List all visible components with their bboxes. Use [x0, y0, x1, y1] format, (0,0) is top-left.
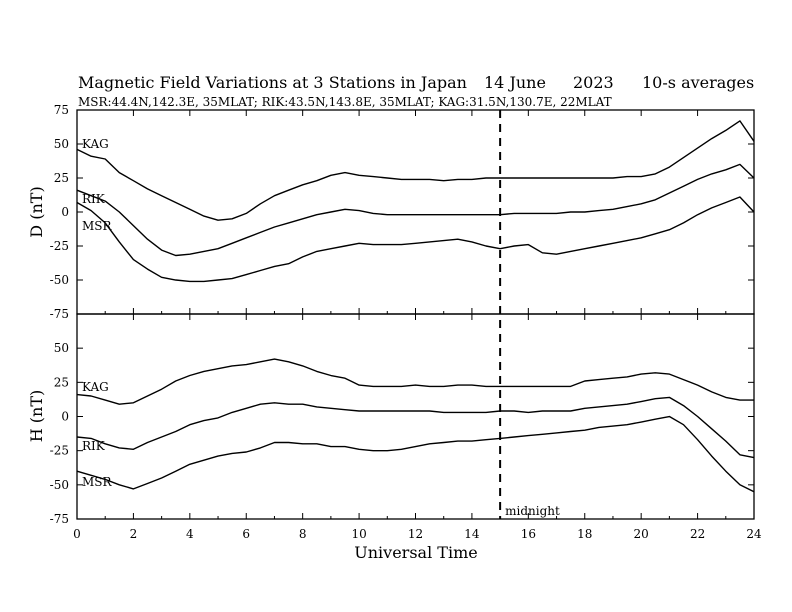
- top-series-msr: [76, 196, 755, 283]
- bottom-y-tick-label: -25: [50, 444, 69, 458]
- top-y-tick-label: -25: [50, 239, 69, 253]
- bottom-y-tick-label: -75: [50, 512, 69, 526]
- top-label-kag: KAG: [82, 137, 109, 151]
- x-tick-label: 14: [464, 527, 480, 541]
- chart-title: Magnetic Field Variations at 3 Stations …: [78, 73, 467, 92]
- top-plot-frame: [76, 109, 755, 315]
- top-y-tick-label: 75: [54, 103, 69, 117]
- d-component-panel: 75 50 25 0 -25 -50 -75: [50, 103, 755, 321]
- x-tick-label: 6: [242, 527, 250, 541]
- bottom-y-tick-label: -50: [50, 478, 69, 492]
- x-tick-label: 22: [690, 527, 705, 541]
- x-axis-label: Universal Time: [354, 543, 477, 562]
- x-tick-label: 16: [521, 527, 536, 541]
- bottom-label-msr: MSR: [82, 475, 113, 489]
- top-label-msr: MSR: [82, 219, 113, 233]
- x-tick-label: 0: [73, 527, 81, 541]
- chart-averaging: 10-s averages: [642, 73, 754, 92]
- top-y-tick-label: -50: [50, 273, 69, 287]
- bottom-y-tick-label: 25: [54, 375, 69, 389]
- top-y-tick-label: -75: [50, 307, 69, 321]
- bottom-y-tick-label: 50: [54, 341, 69, 355]
- top-y-tick-label: 50: [54, 137, 69, 151]
- x-tick-label: 4: [186, 527, 194, 541]
- chart-date: 14 June: [484, 73, 546, 92]
- bottom-label-kag: KAG: [82, 380, 109, 394]
- top-series-kag: [76, 120, 755, 221]
- bottom-plot-frame: [76, 313, 755, 520]
- x-tick-label: 8: [299, 527, 307, 541]
- top-y-tick-label: 25: [54, 171, 69, 185]
- top-y-tick-label: 0: [61, 205, 69, 219]
- x-tick-label: 18: [577, 527, 592, 541]
- chart-year: 2023: [573, 73, 614, 92]
- x-tick-label: 20: [634, 527, 649, 541]
- top-series-rik: [76, 163, 755, 257]
- bottom-series-kag: [76, 358, 754, 405]
- top-y-axis-label: D (nT): [27, 186, 46, 237]
- bottom-y-tick-label: 0: [61, 410, 69, 424]
- x-tick-label: 24: [746, 527, 762, 541]
- stations-info: MSR:44.4N,142.3E, 35MLAT; RIK:43.5N,143.…: [78, 95, 612, 109]
- midnight-label: midnight: [505, 504, 560, 518]
- bottom-label-rik: RIK: [82, 439, 106, 453]
- top-label-rik: RIK: [82, 192, 106, 206]
- bottom-series-msr: [76, 415, 755, 493]
- x-tick-label: 10: [351, 527, 366, 541]
- bottom-series-rik: [76, 396, 755, 459]
- x-tick-label: 12: [408, 527, 423, 541]
- x-tick-label: 2: [130, 527, 138, 541]
- bottom-y-axis-label: H (nT): [27, 390, 46, 443]
